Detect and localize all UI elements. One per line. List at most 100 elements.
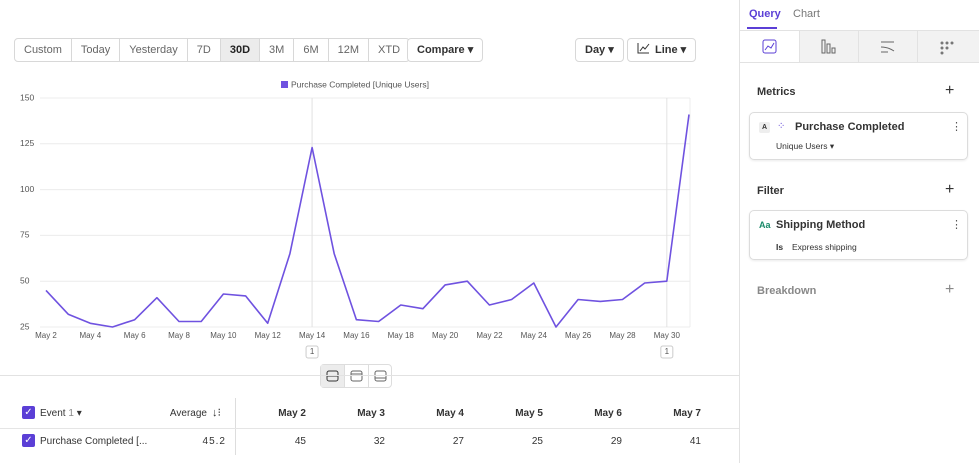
annotation-label: 1 <box>310 347 315 356</box>
row-value: 29 <box>610 436 622 447</box>
range-button[interactable]: 7D <box>188 39 221 61</box>
chart-kind-label: Line <box>655 44 678 56</box>
type-retention[interactable] <box>917 31 979 62</box>
filter-operator[interactable]: Is <box>776 242 784 252</box>
y-tick-label: 50 <box>20 275 30 285</box>
row-average: 45.2 <box>202 436 226 447</box>
y-tick-label: 75 <box>20 230 30 240</box>
range-button[interactable]: 30D <box>220 39 261 61</box>
metric-card[interactable]: A ⁘ Purchase Completed Unique Users ▾ ⋮ <box>749 112 968 160</box>
filter-menu[interactable]: ⋮ <box>951 219 962 231</box>
x-tick-label: May 8 <box>168 331 190 340</box>
metric-measure[interactable]: Unique Users <box>776 141 828 151</box>
add-filter[interactable]: + <box>945 181 955 198</box>
type-flows[interactable] <box>858 31 918 62</box>
filter-card[interactable]: Aa Shipping Method Is Express shipping ⋮ <box>749 210 968 260</box>
sidebar-border <box>739 0 740 463</box>
metric-menu[interactable]: ⋮ <box>951 121 962 133</box>
chart-kind-button[interactable]: Line ▾ <box>627 38 697 62</box>
y-tick-label: 100 <box>20 184 34 194</box>
range-button[interactable]: Custom <box>15 39 72 61</box>
add-metric[interactable]: + <box>945 82 955 99</box>
date-header: May 6 <box>594 408 622 419</box>
add-breakdown[interactable]: + <box>945 281 955 298</box>
range-button[interactable]: 12M <box>329 39 370 61</box>
x-tick-label: May 22 <box>476 331 503 340</box>
x-tick-label: May 30 <box>654 331 681 340</box>
metrics-title: Metrics <box>757 86 796 98</box>
x-tick-label: May 4 <box>79 331 101 340</box>
sort-icon[interactable]: ↓⁝ <box>212 407 221 419</box>
metric-letter: A <box>759 122 770 133</box>
date-header: May 3 <box>357 408 385 419</box>
line-icon <box>637 43 650 54</box>
view-chart[interactable] <box>345 365 369 387</box>
date-header: May 5 <box>515 408 543 419</box>
x-tick-label: May 18 <box>388 331 415 340</box>
annotation-box <box>305 345 319 359</box>
x-tick-label: May 14 <box>299 331 326 340</box>
type-funnels[interactable] <box>799 31 859 62</box>
date-range-group: Custom Today Yesterday 7D 30D 3M 6M 12M XTD <box>14 38 411 62</box>
compare-button[interactable]: Compare ▾ <box>407 38 484 62</box>
range-button[interactable]: Yesterday <box>120 39 188 61</box>
filter-title: Filter <box>757 185 784 197</box>
event-count: 1 <box>68 408 74 419</box>
date-header: May 4 <box>436 408 464 419</box>
x-tick-label: May 26 <box>565 331 592 340</box>
row-value: 25 <box>531 436 543 447</box>
row-value: 27 <box>452 436 464 447</box>
x-tick-label: May 10 <box>210 331 237 340</box>
series-line <box>45 114 690 328</box>
range-button[interactable]: 6M <box>294 39 329 61</box>
view-table[interactable] <box>369 365 392 387</box>
legend-label: Purchase Completed [Unique Users] <box>291 79 429 89</box>
y-tick-label: 125 <box>20 138 34 148</box>
row-event: Purchase Completed [... <box>40 436 148 447</box>
interval-button[interactable]: Day ▾ <box>575 38 624 62</box>
type-insights[interactable] <box>740 31 800 62</box>
row-value: 41 <box>689 436 701 447</box>
column-divider <box>235 398 236 455</box>
x-tick-label: May 6 <box>124 331 146 340</box>
x-tick-label: May 2 <box>35 331 57 340</box>
range-button[interactable]: 3M <box>260 39 295 61</box>
header-checkbox[interactable]: ✓ <box>22 406 35 419</box>
average-header-label: Average <box>169 408 207 419</box>
row-value: 45 <box>294 436 306 447</box>
compare-label: Compare <box>417 44 465 56</box>
divider <box>0 375 740 376</box>
tab-query[interactable]: Query <box>749 8 781 20</box>
y-tick-label: 25 <box>20 321 30 331</box>
x-tick-label: May 24 <box>521 331 548 340</box>
x-tick-label: May 12 <box>255 331 282 340</box>
filter-icon: Aa <box>759 220 771 230</box>
metric-event: Purchase Completed <box>795 121 905 133</box>
type-tabs <box>740 30 979 63</box>
legend-swatch <box>281 81 288 88</box>
filter-value[interactable]: Express shipping <box>792 242 857 252</box>
x-tick-label: May 16 <box>343 331 370 340</box>
date-header: May 2 <box>278 408 306 419</box>
interval-label: Day <box>585 44 606 56</box>
view-toggle <box>320 364 392 388</box>
range-button[interactable]: Today <box>72 39 121 61</box>
y-tick-label: 150 <box>20 92 34 102</box>
view-split[interactable] <box>321 365 345 387</box>
row-checkbox[interactable]: ✓ <box>22 434 35 447</box>
event-header: Event <box>40 408 66 419</box>
breakdown-title: Breakdown <box>757 285 817 297</box>
average-header[interactable]: Average <box>150 408 207 419</box>
x-tick-label: May 20 <box>432 331 459 340</box>
chart: Purchase Completed [Unique Users] 25 50 75… <box>20 79 691 359</box>
row-value: 32 <box>373 436 385 447</box>
annotation-label: 1 <box>665 347 670 356</box>
row-divider <box>0 428 740 429</box>
annotation-box <box>660 345 674 359</box>
range-button[interactable]: XTD <box>378 44 401 56</box>
tab-chart[interactable]: Chart <box>793 8 820 20</box>
metric-icon: ⁘ <box>777 121 786 132</box>
x-tick-label: May 28 <box>609 331 636 340</box>
date-header: May 7 <box>673 408 701 419</box>
